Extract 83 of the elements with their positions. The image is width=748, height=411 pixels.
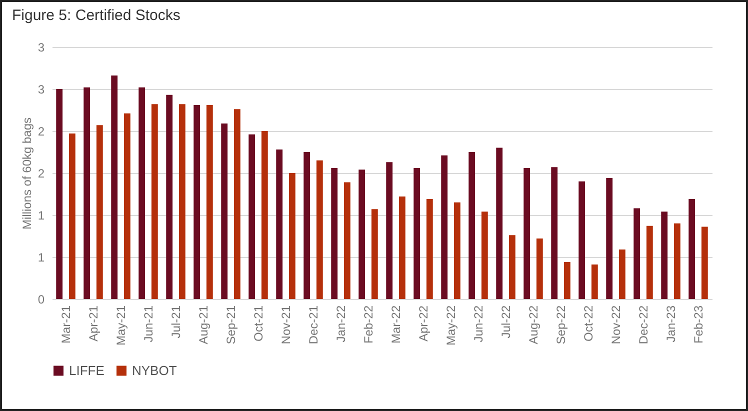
y-tick-label: 1: [38, 250, 45, 264]
x-tick-label: Apr-21: [86, 305, 100, 342]
x-tick-label: Mar-21: [58, 305, 73, 344]
bar: [386, 162, 393, 299]
x-tick-label: May-22: [444, 305, 458, 346]
bar: [618, 249, 626, 299]
x-tick-label: Dec-21: [306, 305, 320, 344]
bar: [138, 87, 146, 299]
y-axis-title: Millions of 60kg bags: [20, 117, 34, 230]
x-tick-label: Nov-22: [608, 305, 623, 344]
bar: [536, 238, 543, 299]
bar: [56, 89, 63, 299]
x-tick-label: Aug-22: [526, 305, 540, 344]
y-tick-label: 3: [38, 82, 45, 96]
bar: [646, 226, 653, 299]
x-tick-label: May-21: [114, 305, 128, 346]
bar: [111, 76, 118, 299]
bar: [261, 131, 268, 299]
x-tick-label: Apr-22: [416, 305, 430, 342]
chart-title: Figure 5: Certified Stocks: [12, 7, 180, 24]
x-tick-label: Mar-22: [388, 305, 403, 344]
bar: [606, 178, 613, 299]
bar: [151, 104, 158, 299]
x-tick-label: Jun-22: [471, 305, 486, 342]
bar: [591, 264, 598, 299]
bar: [414, 168, 420, 299]
x-tick-label: Aug-21: [196, 305, 210, 344]
bar: [564, 262, 570, 299]
bar: [234, 109, 240, 299]
bar: [578, 181, 586, 299]
bar: [701, 226, 708, 299]
x-tick-label: Jan-22: [334, 305, 348, 342]
bar: [496, 148, 503, 299]
x-tick-label: Sep-22: [554, 305, 568, 344]
x-tick-label: Dec-22: [636, 305, 650, 344]
y-tick-label: 2: [38, 124, 45, 138]
bar: [468, 152, 476, 299]
bar: [426, 199, 433, 299]
bar: [344, 182, 350, 299]
bar: [661, 212, 668, 299]
bar: [166, 94, 173, 299]
bar: [316, 160, 323, 299]
bar: [304, 152, 310, 299]
x-tick-label: Sep-21: [224, 305, 238, 344]
y-tick-label: 2: [38, 166, 45, 180]
bar: [551, 167, 558, 299]
bar: [358, 170, 366, 299]
legend-label: LIFFE: [69, 362, 105, 378]
legend-label: NYBOT: [132, 362, 177, 378]
bar: [276, 149, 283, 299]
y-tick-label: 0: [38, 292, 45, 306]
bar: [288, 173, 296, 299]
x-tick-label: Oct-21: [251, 305, 266, 342]
bar: [481, 212, 488, 299]
bar: [194, 104, 200, 299]
x-tick-label: Nov-21: [278, 305, 293, 344]
x-tick-label: Jan-23: [664, 305, 678, 342]
bar: [508, 235, 516, 299]
bar: [124, 113, 130, 299]
bar: [441, 155, 448, 299]
x-tick-label: Jul-21: [168, 305, 183, 338]
x-tick-label: Jun-21: [141, 305, 156, 342]
x-tick-label: Feb-23: [691, 305, 706, 344]
bar: [331, 168, 338, 299]
bar: [688, 199, 696, 299]
bar: [68, 134, 76, 299]
bar: [454, 202, 460, 299]
bar: [248, 134, 256, 299]
bar: [84, 87, 90, 299]
y-tick-label: 1: [38, 208, 45, 222]
bar: [96, 125, 103, 299]
bar: [206, 104, 213, 299]
bar: [634, 208, 640, 299]
bar: [221, 123, 228, 299]
bar: [178, 104, 186, 299]
y-tick-label: 3: [38, 40, 45, 54]
x-tick-label: Feb-22: [361, 305, 376, 344]
bar: [398, 196, 406, 299]
bar: [674, 223, 680, 299]
bar: [371, 209, 378, 299]
x-tick-label: Oct-22: [581, 305, 596, 342]
x-tick-label: Jul-22: [498, 305, 513, 338]
bar: [524, 168, 530, 299]
